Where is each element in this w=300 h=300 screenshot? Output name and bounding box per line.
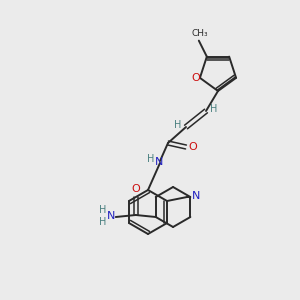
Text: N: N: [155, 157, 163, 167]
Text: O: O: [189, 142, 197, 152]
Text: H: H: [99, 205, 106, 215]
Text: H: H: [147, 154, 155, 164]
Text: N: N: [192, 191, 200, 201]
Text: O: O: [131, 184, 140, 194]
Text: CH₃: CH₃: [191, 29, 208, 38]
Text: H: H: [210, 104, 218, 114]
Text: H: H: [174, 120, 182, 130]
Text: N: N: [106, 211, 115, 221]
Text: O: O: [192, 73, 200, 83]
Text: H: H: [99, 217, 106, 227]
